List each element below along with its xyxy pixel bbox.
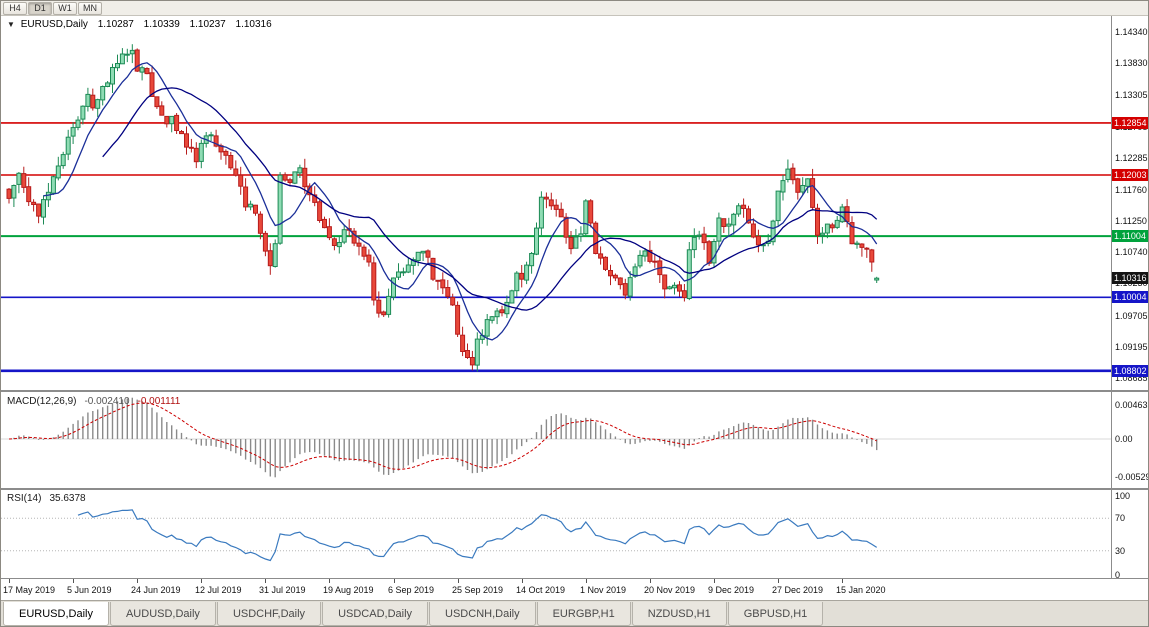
price-level-tag: 1.11004 [1112, 230, 1148, 243]
chart-tab-usdchf-daily[interactable]: USDCHF,Daily [216, 602, 322, 626]
chart-tab-bar: EURUSD,Daily AUDUSD,Daily USDCHF,Daily USDC… [1, 600, 1148, 626]
date-label: 15 Jan 2020 [836, 585, 886, 595]
date-tick [329, 579, 330, 583]
price-level-tag: 1.10316 [1112, 272, 1148, 285]
date-axis[interactable]: 17 May 2019 5 Jun 2019 24 Jun 2019 12 Jul 2… [1, 578, 1148, 600]
date-tick [778, 579, 779, 583]
ohlc-close: 1.10316 [235, 19, 272, 30]
macd-signal-line [8, 402, 877, 470]
price-axis-label: 1.13830 [1115, 58, 1148, 69]
date-label: 25 Sep 2019 [452, 585, 504, 595]
panel-separator[interactable] [1, 390, 1148, 392]
chart-tab-eurusd-daily[interactable]: EURUSD,Daily [3, 602, 109, 626]
price-level-tag: 1.12854 [1112, 116, 1148, 129]
macd-axis-label: 0.00463 [1115, 400, 1148, 411]
date-tick [842, 579, 843, 583]
date-tick [9, 579, 10, 583]
date-label: 9 Dec 2019 [708, 585, 755, 595]
price-chart-canvas[interactable] [1, 16, 1111, 390]
chart-header: ▼ EURUSD,Daily 1.10287 1.10339 1.10237 1… [7, 19, 279, 30]
macd-canvas[interactable] [1, 392, 1111, 488]
candles-layer [6, 44, 880, 372]
rsi-axis-label: 0 [1115, 570, 1121, 580]
rsi-name: RSI(14) [7, 493, 42, 504]
date-label: 19 Aug 2019 [323, 585, 374, 595]
chart-tab-usdcnh-daily[interactable]: USDCNH,Daily [429, 602, 536, 626]
rsi-axis-label: 100 [1115, 491, 1131, 501]
date-label: 24 Jun 2019 [131, 585, 181, 595]
rsi-canvas[interactable] [1, 490, 1111, 578]
chart-tab-gbpusd-h1[interactable]: GBPUSD,H1 [727, 602, 824, 626]
timeframe-buttons: H4 D1 W1 MN [3, 1, 102, 15]
date-tick [394, 579, 395, 583]
rsi-line [77, 509, 878, 562]
date-label: 6 Sep 2019 [388, 585, 435, 595]
timeframe-button-h4[interactable]: H4 [3, 1, 27, 15]
rsi-value: 35.6378 [49, 493, 86, 504]
macd-axis[interactable]: 0.00463 0.00 -0.00529 [1111, 392, 1149, 488]
chart-tab-audusd-daily[interactable]: AUDUSD,Daily [109, 602, 216, 626]
macd-axis-label: 0.00 [1115, 434, 1133, 444]
price-level-tag: 1.08802 [1112, 364, 1148, 377]
ohlc-low: 1.10237 [189, 19, 226, 30]
date-tick [586, 579, 587, 583]
price-axis-label: 1.11760 [1115, 184, 1147, 195]
chart-tab-eurgbp-h1[interactable]: EURGBP,H1 [536, 602, 631, 626]
macd-value-signal: -0.001111 [137, 396, 181, 407]
macd-value-main: -0.002410 [84, 396, 130, 407]
date-label: 5 Jun 2019 [67, 585, 112, 595]
rsi-label: RSI(14) 35.6378 [7, 493, 94, 504]
date-label: 1 Nov 2019 [580, 585, 627, 595]
date-tick [137, 579, 138, 583]
rsi-axis[interactable]: 100 70 30 0 [1111, 490, 1148, 580]
date-label: 12 Jul 2019 [195, 585, 242, 595]
date-tick [201, 579, 202, 583]
timeframe-toolbar: H4 D1 W1 MN [1, 1, 1148, 16]
macd-name: MACD(12,26,9) [7, 396, 77, 407]
timeframe-button-d1[interactable]: D1 [28, 1, 52, 15]
date-tick [73, 579, 74, 583]
date-label: 17 May 2019 [3, 585, 56, 595]
macd-label: MACD(12,26,9) -0.002410 -0.001111 [7, 396, 188, 407]
date-tick [522, 579, 523, 583]
date-label: 27 Dec 2019 [772, 585, 824, 595]
symbol-dropdown-icon[interactable]: ▼ [7, 20, 15, 29]
date-label: 14 Oct 2019 [516, 585, 566, 595]
price-axis-label: 1.09195 [1115, 341, 1148, 352]
macd-histogram [13, 397, 878, 478]
price-axis-label: 1.09705 [1115, 310, 1148, 321]
date-label: 20 Nov 2019 [644, 585, 696, 595]
timeframe-button-w1[interactable]: W1 [53, 1, 77, 15]
price-level-tag: 1.12003 [1112, 168, 1148, 181]
price-axis-label: 1.10740 [1115, 247, 1148, 258]
ohlc-high: 1.10339 [143, 19, 180, 30]
timeframe-button-mn[interactable]: MN [78, 1, 102, 15]
price-axis-label: 1.12285 [1115, 152, 1148, 163]
panel-separator[interactable] [1, 488, 1148, 490]
price-axis-label: 1.11250 [1115, 216, 1147, 227]
price-axis-label: 1.08685 [1115, 373, 1148, 383]
price-axis-label: 1.13305 [1115, 90, 1148, 101]
rsi-axis-label: 70 [1115, 513, 1126, 524]
date-tick [650, 579, 651, 583]
price-axis-label: 1.14340 [1115, 27, 1148, 37]
chart-tab-nzdusd-h1[interactable]: NZDUSD,H1 [631, 602, 727, 626]
date-tick [458, 579, 459, 583]
price-level-tag: 1.10004 [1112, 291, 1148, 304]
date-label: 31 Jul 2019 [259, 585, 306, 595]
ma-8-line [43, 62, 878, 341]
symbol-label: EURUSD,Daily [20, 19, 88, 30]
price-axis[interactable]: 1.143401.138301.133051.127951.122851.117… [1111, 16, 1148, 390]
chart-tabs: EURUSD,Daily AUDUSD,Daily USDCHF,Daily USDC… [3, 602, 824, 626]
ma-20-line [102, 87, 878, 311]
date-tick [714, 579, 715, 583]
date-tick [265, 579, 266, 583]
ohlc-open: 1.10287 [97, 19, 134, 30]
macd-axis-label: -0.00529 [1115, 472, 1149, 483]
chart-tab-usdcad-daily[interactable]: USDCAD,Daily [322, 602, 429, 626]
rsi-axis-label: 30 [1115, 545, 1126, 556]
